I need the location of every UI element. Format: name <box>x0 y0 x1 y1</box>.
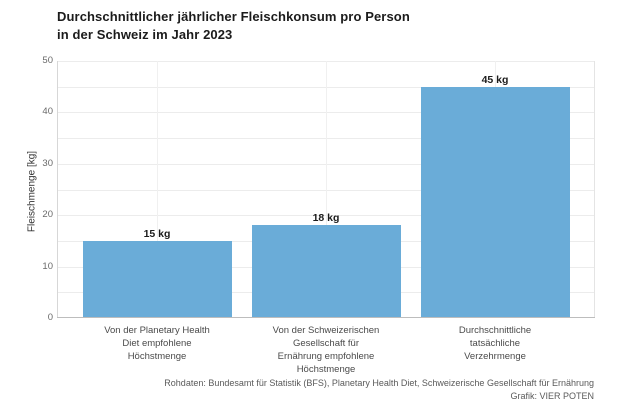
gridline-vertical <box>156 61 158 318</box>
x-axis-labels: Von der Planetary Health Diet empfohlene… <box>57 324 595 380</box>
y-tick-label: 0 <box>47 312 53 323</box>
x-tick-label: Von der Planetary Health Diet empfohlene… <box>104 325 210 362</box>
bar <box>251 225 401 318</box>
y-tick-label: 30 <box>42 157 53 169</box>
y-tick-label: 50 <box>42 55 53 66</box>
y-tick-label: 20 <box>42 209 53 221</box>
source-note: Rohdaten: Bundesamt für Statistik (BFS),… <box>164 377 594 403</box>
bar <box>420 86 570 318</box>
x-tick-label: Von der Schweizerischen Gesellschaft für… <box>272 325 380 375</box>
plot-right-border <box>594 61 595 318</box>
y-axis-line <box>57 61 58 318</box>
gridline-vertical <box>325 61 327 318</box>
bar-value-label: 45 kg <box>481 73 509 86</box>
x-axis-line <box>57 317 595 318</box>
bar-value-label: 18 kg <box>312 212 340 225</box>
bar <box>82 240 232 318</box>
credit-line: Grafik: VIER POTEN <box>510 391 594 401</box>
y-tick-label: 10 <box>42 260 53 272</box>
y-axis-ticks: 0 10 20 30 40 50 <box>0 0 53 412</box>
x-tick-label: Durchschnittliche tatsächliche Verzehrme… <box>458 325 532 362</box>
chart-title: Durchschnittlicher jährlicher Fleischkon… <box>57 9 410 42</box>
plot-area: 15 kg 18 kg 45 kg <box>57 61 595 318</box>
bar-value-label: 15 kg <box>143 227 171 240</box>
source-line: Rohdaten: Bundesamt für Statistik (BFS),… <box>164 378 594 388</box>
y-tick-label: 40 <box>42 106 53 118</box>
